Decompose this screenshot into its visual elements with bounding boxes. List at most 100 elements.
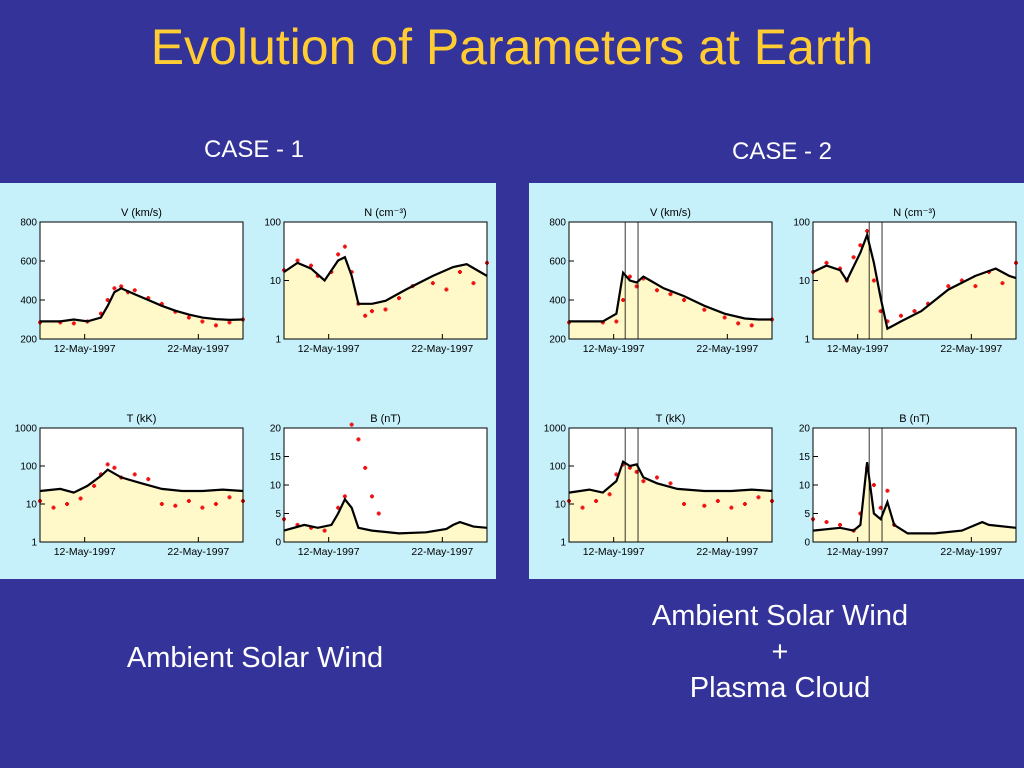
y-tick-label: 1 (275, 335, 281, 346)
observed-point (213, 323, 218, 328)
model-fill (40, 469, 243, 542)
y-tick-label: 1 (560, 538, 566, 549)
observed-point (668, 481, 673, 486)
model-fill (40, 288, 243, 339)
case-1-caption: Ambient Solar Wind (126, 642, 384, 674)
model-line (568, 460, 773, 494)
observed-point (668, 292, 673, 297)
plot-frame (568, 427, 773, 543)
observed-point (105, 462, 110, 467)
y-tick-label: 600 (20, 257, 37, 268)
observed-point (132, 472, 137, 477)
case-2-caption: Ambient Solar Wind + Plasma Cloud (600, 598, 960, 706)
observed-point (858, 243, 863, 248)
model-line (812, 462, 1017, 535)
observed-point (186, 498, 191, 503)
observed-point (369, 309, 374, 314)
observed-point (112, 465, 117, 470)
observed-point (898, 313, 903, 318)
observed-point (457, 269, 462, 274)
x-tick-label: 22-May-1997 (696, 546, 758, 558)
y-tick-label: 800 (549, 218, 566, 229)
observed-point (682, 502, 687, 506)
model-fill (569, 461, 772, 542)
observed-point (336, 252, 341, 257)
x-tick-label: 12-May-1997 (583, 343, 645, 355)
observed-point (430, 281, 435, 286)
observed-point (227, 495, 232, 500)
y-tick-label: 100 (20, 462, 37, 473)
observed-point (594, 498, 599, 503)
observed-point (376, 511, 381, 516)
observed-point (65, 502, 70, 506)
observed-point (654, 288, 659, 293)
observed-point (397, 296, 402, 301)
observed-point (614, 319, 619, 324)
observed-point (871, 483, 876, 487)
y-tick-label: 0 (275, 538, 281, 549)
observed-point (349, 422, 354, 427)
observed-point (78, 496, 83, 501)
panel-title: B (nT) (899, 413, 930, 425)
y-tick-label: 100 (264, 218, 281, 229)
observed-point (736, 321, 741, 326)
observed-point (715, 498, 720, 503)
observed-point (607, 492, 612, 497)
y-tick-label: 5 (275, 509, 281, 520)
model-line (40, 287, 244, 323)
y-tick-label: 10 (799, 276, 811, 287)
observed-point (342, 244, 347, 249)
observed-point (186, 315, 191, 320)
observed-point (173, 503, 178, 508)
case-2-caption-line-3: Plasma Cloud (689, 672, 871, 704)
panel-n: N (cm⁻³) 100 10 1 12-May-1997 22-May-1997 (264, 207, 489, 355)
model-line (569, 270, 772, 323)
panel-title: N (cm⁻³) (893, 207, 935, 219)
model-fill (284, 257, 487, 339)
panel-b: B (nT) 20 15 10 5 0 12-May-1997 22-May-1997 (270, 413, 488, 558)
plot-frame (39, 427, 244, 543)
y-tick-label: 10 (26, 500, 38, 511)
observed-point (824, 520, 829, 525)
x-tick-label: 12-May-1997 (827, 343, 889, 355)
x-tick-label: 22-May-1997 (167, 343, 229, 355)
x-tick-label: 12-May-1997 (583, 546, 645, 558)
y-tick-label: 100 (549, 462, 566, 473)
x-tick-label: 12-May-1997 (54, 546, 116, 558)
panel-title: N (cm⁻³) (364, 207, 406, 219)
y-tick-label: 400 (549, 296, 566, 307)
observed-point (654, 475, 659, 480)
observed-point (200, 319, 205, 324)
model-line (39, 468, 244, 494)
panel-title: B (nT) (370, 413, 401, 425)
observed-point (756, 495, 761, 500)
observed-point (749, 323, 754, 328)
observed-point (641, 479, 646, 484)
model-line (283, 497, 488, 535)
observed-point (356, 437, 361, 442)
observed-point (621, 298, 626, 302)
observed-point (838, 522, 843, 527)
observed-point (363, 313, 368, 318)
y-tick-label: 1 (31, 538, 37, 549)
x-tick-label: 22-May-1997 (411, 343, 473, 355)
panel-title: T (kK) (127, 413, 157, 425)
x-tick-label: 12-May-1997 (827, 546, 889, 558)
panel-n: N (cm⁻³) 100 10 1 12-May-1997 22-May-1997 (793, 207, 1018, 355)
y-tick-label: 0 (804, 538, 810, 549)
case-1-label: CASE - 1 (203, 136, 305, 163)
observed-point (729, 505, 734, 510)
y-tick-label: 15 (799, 452, 811, 463)
observed-point (322, 528, 327, 533)
observed-point (132, 288, 137, 293)
observed-point (627, 274, 632, 279)
y-tick-label: 100 (793, 218, 810, 229)
model-fill (813, 235, 1016, 339)
y-tick-label: 800 (20, 218, 37, 229)
observed-point (471, 281, 476, 286)
y-tick-label: 10 (270, 276, 282, 287)
y-tick-label: 400 (20, 296, 37, 307)
y-tick-label: 200 (549, 335, 566, 346)
